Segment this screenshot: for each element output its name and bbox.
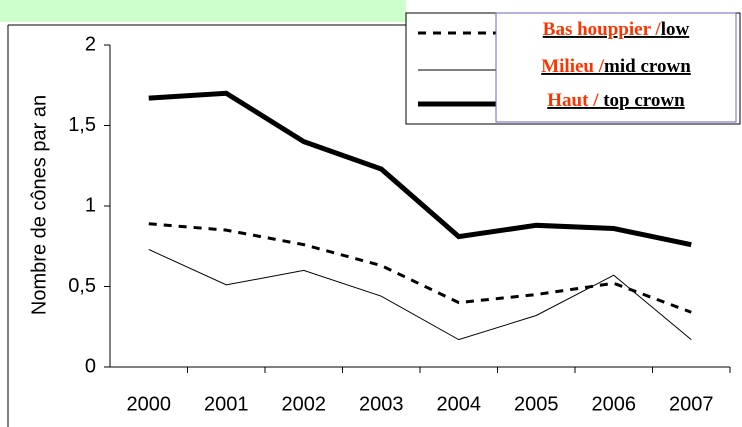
y-tick-label: 1 (85, 194, 96, 216)
x-tick-label: 2006 (592, 393, 637, 415)
x-tick-label: 2004 (437, 393, 482, 415)
y-tick-label: 0,5 (68, 275, 96, 297)
x-tick-label: 2005 (514, 393, 559, 415)
y-tick-label: 2 (85, 33, 96, 55)
series-line (148, 222, 692, 314)
x-tick-label: 2001 (204, 393, 249, 415)
x-tick-label: 2002 (282, 393, 327, 415)
x-tick-label: 2003 (359, 393, 404, 415)
series-line (148, 249, 692, 341)
series-line (148, 90, 692, 248)
header-band (0, 0, 406, 22)
legend-label: Bas houppier /low (543, 19, 690, 40)
legend-label-box (495, 12, 737, 123)
x-tick-label: 2007 (669, 393, 714, 415)
x-tick-label: 2000 (127, 393, 172, 415)
legend-label: Milieu /mid crown (541, 56, 691, 77)
legend-label: Haut / top crown (547, 90, 685, 111)
y-tick-label: 1,5 (68, 114, 96, 136)
y-tick-label: 0 (85, 355, 96, 377)
y-axis-title: Nombre de cônes par an (28, 95, 50, 315)
